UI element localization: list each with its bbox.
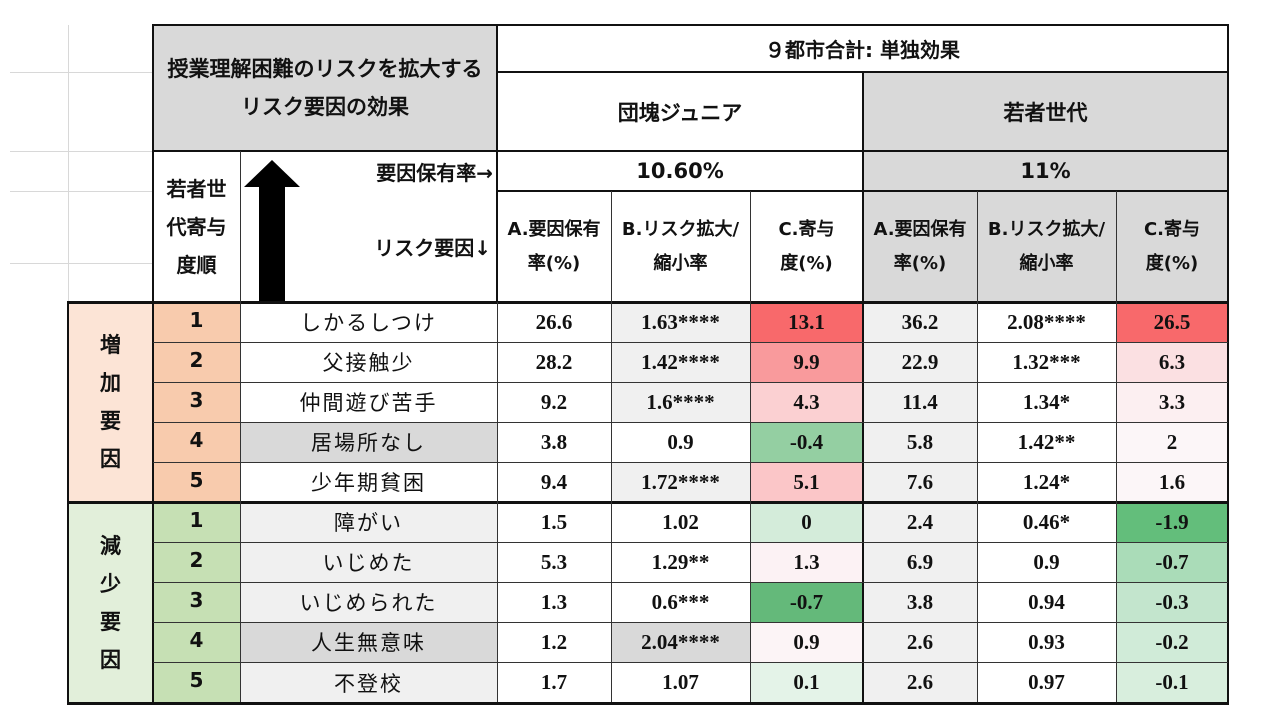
factor-cell: いじめた xyxy=(240,542,497,582)
prevalence-junior: 10.60% xyxy=(636,159,724,183)
value-cell-c2: 1.6 xyxy=(1116,462,1228,502)
group-label-decrease: 減少要因 xyxy=(68,502,153,703)
rank-cell: 4 xyxy=(153,622,240,662)
rank-cell: 3 xyxy=(153,582,240,622)
value-cell-b2: 1.42** xyxy=(977,422,1116,462)
risk-factor-label: リスク要因↓ xyxy=(374,236,491,260)
factor-cell: 障がい xyxy=(240,502,497,542)
rank-cell: 2 xyxy=(153,342,240,382)
value-cell-a2: 11.4 xyxy=(863,382,977,422)
value-cell-b1: 0.6*** xyxy=(611,582,750,622)
value-cell-a1: 1.2 xyxy=(497,622,611,662)
factor-cell: 人生無意味 xyxy=(240,622,497,662)
group-junior-header: 団塊ジュニア xyxy=(617,100,743,125)
value-cell-a1: 9.4 xyxy=(497,462,611,502)
value-cell-a1: 1.7 xyxy=(497,662,611,703)
factor-cell: 仲間遊び苦手 xyxy=(240,382,497,422)
value-cell-b1: 1.07 xyxy=(611,662,750,703)
value-cell-a1: 9.2 xyxy=(497,382,611,422)
col-b-young: B.リスク拡大/縮小率 xyxy=(977,191,1116,302)
col-a-young: A.要因保有率(%) xyxy=(863,191,977,302)
rank-cell: 5 xyxy=(153,462,240,502)
value-cell-b2: 0.93 xyxy=(977,622,1116,662)
value-cell-a2: 2.4 xyxy=(863,502,977,542)
value-cell-a1: 1.3 xyxy=(497,582,611,622)
value-cell-c1: 13.1 xyxy=(750,302,863,342)
col-c-young: C.寄与度(%) xyxy=(1116,191,1228,302)
value-cell-b1: 1.6**** xyxy=(611,382,750,422)
value-cell-a2: 2.6 xyxy=(863,622,977,662)
value-cell-c1: 0 xyxy=(750,502,863,542)
value-cell-a2: 5.8 xyxy=(863,422,977,462)
prevalence-young: 11% xyxy=(863,151,1228,191)
value-cell-a2: 36.2 xyxy=(863,302,977,342)
rank-cell: 4 xyxy=(153,422,240,462)
value-cell-b1: 1.29** xyxy=(611,542,750,582)
value-cell-b2: 0.97 xyxy=(977,662,1116,703)
factor-cell: 居場所なし xyxy=(240,422,497,462)
value-cell-a1: 1.5 xyxy=(497,502,611,542)
value-cell-c1: 0.1 xyxy=(750,662,863,703)
rank-cell: 1 xyxy=(153,302,240,342)
value-cell-a2: 7.6 xyxy=(863,462,977,502)
col-b-junior: B.リスク拡大/縮小率 xyxy=(621,218,740,274)
value-cell-c2: 26.5 xyxy=(1116,302,1228,342)
value-cell-c1: 5.1 xyxy=(750,462,863,502)
value-cell-b1: 1.63**** xyxy=(611,302,750,342)
value-cell-b1: 2.04**** xyxy=(611,622,750,662)
rank-cell: 3 xyxy=(153,382,240,422)
value-cell-a1: 5.3 xyxy=(497,542,611,582)
value-cell-c1: 4.3 xyxy=(750,382,863,422)
value-cell-b2: 1.24* xyxy=(977,462,1116,502)
value-cell-b2: 1.34* xyxy=(977,382,1116,422)
value-cell-c1: 9.9 xyxy=(750,342,863,382)
rank-cell: 1 xyxy=(153,502,240,542)
factor-cell: 不登校 xyxy=(240,662,497,703)
value-cell-c1: -0.4 xyxy=(750,422,863,462)
value-cell-a1: 3.8 xyxy=(497,422,611,462)
value-cell-b1: 1.02 xyxy=(611,502,750,542)
value-cell-c1: 0.9 xyxy=(750,622,863,662)
value-cell-a2: 2.6 xyxy=(863,662,977,703)
value-cell-a2: 3.8 xyxy=(863,582,977,622)
table-title: 授業理解困難のリスクを拡大するリスク要因の効果 xyxy=(167,57,483,119)
value-cell-c2: -0.1 xyxy=(1116,662,1228,703)
value-cell-b2: 0.9 xyxy=(977,542,1116,582)
rank-label: 若者世代寄与度順 xyxy=(166,176,227,277)
value-cell-b1: 1.42**** xyxy=(611,342,750,382)
value-cell-a2: 6.9 xyxy=(863,542,977,582)
value-cell-c1: 1.3 xyxy=(750,542,863,582)
col-a-junior: A.要因保有率(%) xyxy=(507,218,601,274)
value-cell-a1: 26.6 xyxy=(497,302,611,342)
factor-cell: いじめられた xyxy=(240,582,497,622)
factor-cell: しかるしつけ xyxy=(240,302,497,342)
prevalence-label: 要因保有率→ xyxy=(376,160,493,185)
value-cell-b2: 2.08**** xyxy=(977,302,1116,342)
value-cell-c2: 6.3 xyxy=(1116,342,1228,382)
value-cell-c2: -0.7 xyxy=(1116,542,1228,582)
group-label-increase: 増加要因 xyxy=(68,302,153,502)
group-young-header: 若者世代 xyxy=(863,72,1228,151)
value-cell-b2: 1.32*** xyxy=(977,342,1116,382)
rank-cell: 2 xyxy=(153,542,240,582)
value-cell-b2: 0.94 xyxy=(977,582,1116,622)
col-c-junior: C.寄与度(%) xyxy=(778,218,835,274)
factor-cell: 少年期貧困 xyxy=(240,462,497,502)
value-cell-a1: 28.2 xyxy=(497,342,611,382)
top-header: ９都市合計: 単独効果 xyxy=(765,38,960,62)
factor-cell: 父接触少 xyxy=(240,342,497,382)
value-cell-b1: 1.72**** xyxy=(611,462,750,502)
up-arrow-icon xyxy=(244,160,300,302)
rank-cell: 5 xyxy=(153,662,240,703)
value-cell-c2: -1.9 xyxy=(1116,502,1228,542)
value-cell-c2: 3.3 xyxy=(1116,382,1228,422)
header-title-cell: 授業理解困難のリスクを拡大するリスク要因の効果 xyxy=(153,25,497,151)
value-cell-b2: 0.46* xyxy=(977,502,1116,542)
value-cell-b1: 0.9 xyxy=(611,422,750,462)
value-cell-c2: -0.2 xyxy=(1116,622,1228,662)
value-cell-c1: -0.7 xyxy=(750,582,863,622)
value-cell-c2: 2 xyxy=(1116,422,1228,462)
value-cell-c2: -0.3 xyxy=(1116,582,1228,622)
value-cell-a2: 22.9 xyxy=(863,342,977,382)
